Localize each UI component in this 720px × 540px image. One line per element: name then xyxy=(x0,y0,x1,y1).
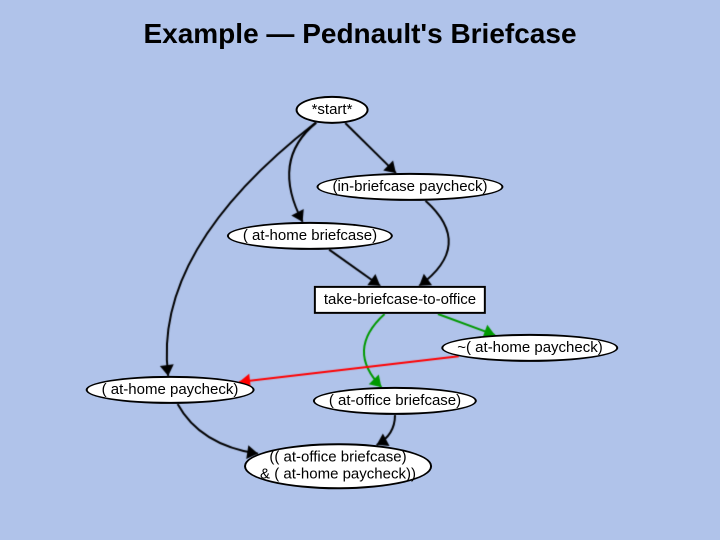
node-inbf: (in-briefcase paycheck) xyxy=(316,173,503,201)
node-homepay: ( at-home paycheck) xyxy=(86,376,255,404)
node-goal: (( at-office briefcase)& ( at-home paych… xyxy=(244,443,432,489)
slide-title: Example — Pednault's Briefcase xyxy=(0,18,720,50)
node-take: take-briefcase-to-office xyxy=(314,286,486,314)
node-start: *start* xyxy=(296,96,369,124)
